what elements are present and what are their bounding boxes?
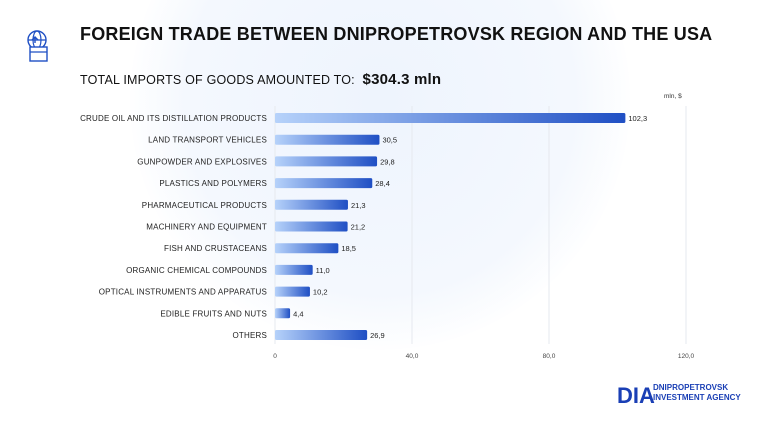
bar	[275, 178, 373, 189]
logo-line-1: DNIPROPETROVSK	[653, 383, 729, 392]
subtitle-prefix: TOTAL IMPORTS OF GOODS AMOUNTED TO:	[80, 73, 355, 87]
data-label: 30,5	[382, 136, 397, 145]
category-label: PLASTICS AND POLYMERS	[159, 179, 267, 188]
category-label: FISH AND CRUSTACEANS	[164, 244, 267, 253]
bar	[275, 113, 626, 123]
category-label: GUNPOWDER AND EXPLOSIVES	[137, 157, 267, 166]
data-label: 26,9	[370, 331, 385, 340]
subtitle: TOTAL IMPORTS OF GOODS AMOUNTED TO: $304…	[80, 71, 441, 88]
data-label: 21,3	[351, 201, 366, 210]
logo-line-2: INVESTMENT AGENCY	[653, 393, 741, 402]
category-label: ORGANIC CHEMICAL COMPOUNDS	[126, 266, 267, 275]
bar	[275, 221, 348, 232]
bar	[275, 286, 310, 297]
data-label: 11,0	[316, 266, 330, 275]
page-title: FOREIGN TRADE BETWEEN DNIPROPETROVSK REG…	[80, 24, 713, 44]
logo-text: DNIPROPETROVSK INVESTMENT AGENCY	[653, 383, 741, 403]
data-label: 21,2	[351, 223, 366, 232]
data-label: 28,4	[375, 179, 390, 188]
grid-lines: 0 40,0 80,0 120,0	[273, 106, 695, 360]
bar	[275, 308, 291, 319]
x-tick-label: 40,0	[406, 353, 419, 360]
bars: CRUDE OIL AND ITS DISTILLATION PRODUCTS 1…	[80, 113, 647, 340]
data-label: 102,3	[628, 114, 647, 123]
category-label: MACHINERY AND EQUIPMENT	[146, 223, 267, 232]
x-tick-label: 80,0	[543, 353, 556, 360]
data-label: 4,4	[293, 309, 303, 318]
bar	[275, 330, 368, 340]
data-label: 10,2	[313, 288, 328, 297]
x-tick-label: 120,0	[678, 353, 695, 360]
bar	[275, 243, 339, 254]
logo-mark: DIA	[617, 383, 655, 408]
category-label: CRUDE OIL AND ITS DISTILLATION PRODUCTS	[80, 114, 267, 123]
category-label: PHARMACEUTICAL PRODUCTS	[142, 201, 267, 210]
bar	[275, 199, 348, 210]
category-label: OPTICAL INSTRUMENTS AND APPARATUS	[99, 288, 267, 297]
category-label: EDIBLE FRUITS AND NUTS	[160, 309, 267, 318]
x-tick-label: 0	[273, 353, 277, 360]
category-label: LAND TRANSPORT VEHICLES	[148, 136, 267, 145]
data-label: 18,5	[341, 244, 356, 253]
bar	[275, 134, 380, 145]
dia-logo: DIA	[617, 383, 655, 408]
globe-box-icon	[27, 30, 48, 62]
unit-label: mln, $	[664, 93, 682, 100]
data-label: 29,8	[380, 157, 395, 166]
bar	[275, 156, 378, 167]
total-imports-value: $304.3 mln	[362, 71, 442, 88]
bar	[275, 264, 313, 275]
category-label: OTHERS	[232, 331, 267, 340]
